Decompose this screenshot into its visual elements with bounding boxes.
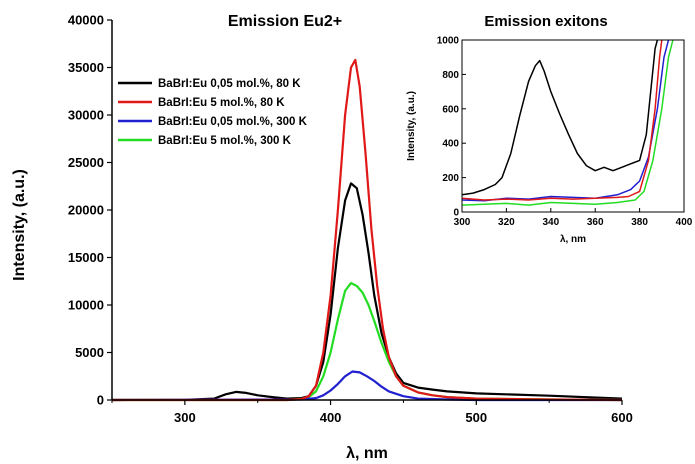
- inset-y-tick-label: 1000: [437, 36, 460, 47]
- inset-x-tick-label: 360: [587, 217, 604, 228]
- main-y-tick-label: 5000: [75, 345, 104, 360]
- inset-y-tick-label: 600: [442, 104, 459, 115]
- main-y-tick-label: 35000: [68, 60, 104, 75]
- inset-x-tick-label: 300: [454, 217, 471, 228]
- main-x-tick-label: 300: [174, 410, 196, 425]
- main-chart: Emission Eu2+ 300 400 500 600 0500010000150…: [11, 13, 633, 463]
- main-x-axis-label: λ, nm: [346, 445, 388, 462]
- main-x-tick-label: 600: [611, 410, 633, 425]
- inset-y-tick-label: 400: [442, 139, 459, 150]
- inset-series-group: [461, 39, 674, 206]
- legend-label: BaBrI:Eu 0,05 mol.%, 80 K: [158, 78, 301, 90]
- main-y-tick-label: 10000: [68, 298, 104, 313]
- main-y-axis-label: Intensity, (a.u.): [11, 169, 28, 281]
- main-y-tick-label: 0: [97, 393, 104, 408]
- main-y-tick-label: 20000: [68, 203, 104, 218]
- inset-y-tick-label: 0: [453, 208, 459, 219]
- main-series-line-3: [112, 282, 623, 402]
- inset-x-tick-label: 320: [498, 217, 515, 228]
- inset-frame: [461, 39, 685, 213]
- legend-label: BaBrI:Eu 5 mol.%, 300 K: [158, 135, 292, 147]
- main-x-tick-label: 500: [465, 410, 487, 425]
- legend-label: BaBrI:Eu 5 mol.%, 80 K: [158, 97, 285, 109]
- inset-x-tick-label: 340: [542, 217, 559, 228]
- inset-series-line-0: [461, 39, 659, 196]
- main-y-ticks: 0 5000 10000 15000 20000 25000 30000 35000 40000: [68, 13, 112, 408]
- inset-chart-title: Emission exitons: [484, 13, 607, 30]
- main-y-tick-label: 40000: [68, 13, 104, 28]
- inset-series-line-2: [461, 39, 670, 202]
- main-x-ticks: 300 400 500 600: [111, 400, 633, 425]
- inset-x-axis-label: λ, nm: [560, 234, 586, 245]
- legend-label: BaBrI:Eu 0,05 mol.%, 300 K: [158, 116, 308, 128]
- main-chart-title: Emission Eu2+: [228, 13, 342, 30]
- inset-y-ticks: 0 200 400 600 800 1000: [437, 36, 466, 219]
- inset-x-tick-label: 400: [676, 217, 693, 228]
- main-series-line-1: [112, 58, 623, 402]
- main-y-tick-label: 30000: [68, 108, 104, 123]
- legend: BaBrI:Eu 0,05 mol.%, 80 K BaBrI:Eu 5 mol.…: [118, 78, 308, 147]
- main-x-tick-label: 400: [320, 410, 342, 425]
- main-y-tick-label: 25000: [68, 155, 104, 170]
- main-y-tick-label: 15000: [68, 250, 104, 265]
- inset-x-ticks: 300 320 340 360 380 400: [454, 208, 693, 228]
- inset-x-tick-label: 380: [631, 217, 648, 228]
- inset-y-tick-label: 800: [442, 70, 459, 81]
- main-series-group: [111, 58, 623, 402]
- main-series-line-2: [111, 370, 622, 402]
- main-series-line-0: [111, 182, 623, 402]
- inset-series-line-1: [461, 39, 663, 201]
- inset-series-line-3: [461, 39, 674, 206]
- inset-y-axis-label: Intensity, (a.u.): [406, 91, 417, 161]
- inset-chart: Emission exitons 300 320 340 360 380 400 0 200…: [406, 13, 693, 245]
- inset-y-tick-label: 200: [442, 173, 459, 184]
